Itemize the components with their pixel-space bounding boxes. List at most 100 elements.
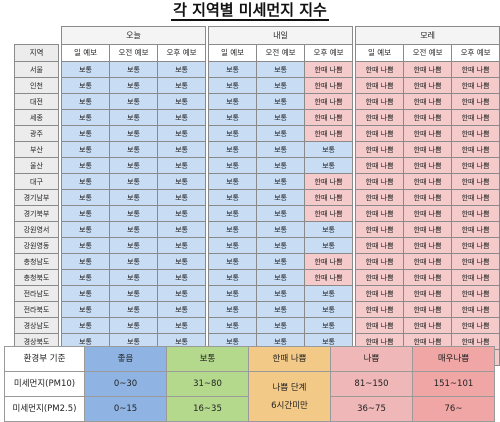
forecast-cell: 보통 bbox=[208, 285, 258, 302]
forecast-cell: 보통 bbox=[109, 253, 158, 270]
region-cell: 전라남도 bbox=[14, 285, 59, 302]
forecast-cell: 한때 나쁨 bbox=[355, 301, 405, 318]
legend-header-good: 좋음 bbox=[84, 346, 167, 372]
forecast-cell: 보통 bbox=[61, 77, 110, 94]
forecast-cell: 보통 bbox=[156, 205, 207, 222]
col-header: 오후 예보 bbox=[304, 44, 354, 62]
forecast-cell: 보통 bbox=[256, 189, 306, 206]
forecast-cell: 보통 bbox=[156, 109, 207, 126]
forecast-cell: 보통 bbox=[208, 157, 258, 174]
forecast-cell: 한때 나쁨 bbox=[355, 333, 405, 350]
forecast-cell: 보통 bbox=[109, 205, 158, 222]
forecast-cell: 한때 나쁨 bbox=[355, 269, 405, 286]
legend-sometimes-bad-line1: 나쁨 단계 bbox=[272, 382, 307, 393]
forecast-cell: 보통 bbox=[61, 141, 110, 158]
forecast-cell: 보통 bbox=[256, 253, 306, 270]
forecast-cell: 보통 bbox=[156, 173, 207, 190]
forecast-cell: 한때 나쁨 bbox=[403, 125, 453, 142]
forecast-cell: 보통 bbox=[256, 317, 306, 334]
forecast-cell: 한때 나쁨 bbox=[451, 205, 500, 222]
forecast-cell: 보통 bbox=[304, 285, 354, 302]
forecast-cell: 한때 나쁨 bbox=[451, 221, 500, 238]
table-row: 광주 보통 보통 보통 보통 보통 한때 나쁨 한때 나쁨 한때 나쁨 한때 나쁨 bbox=[14, 125, 500, 142]
group-header-day-after: 모레 bbox=[355, 26, 500, 45]
region-cell: 광주 bbox=[14, 125, 59, 142]
forecast-cell: 보통 bbox=[208, 237, 258, 254]
forecast-cell: 한때 나쁨 bbox=[403, 77, 453, 94]
forecast-cell: 보통 bbox=[208, 301, 258, 318]
region-cell: 경상북도 bbox=[14, 333, 59, 350]
forecast-cell: 보통 bbox=[156, 269, 207, 286]
forecast-cell: 보통 bbox=[156, 141, 207, 158]
forecast-cell: 한때 나쁨 bbox=[355, 285, 405, 302]
forecast-cell: 보통 bbox=[256, 125, 306, 142]
forecast-cell: 보통 bbox=[109, 125, 158, 142]
forecast-cell: 보통 bbox=[156, 285, 207, 302]
forecast-cell: 한때 나쁨 bbox=[355, 205, 405, 222]
forecast-cell: 보통 bbox=[256, 237, 306, 254]
forecast-cell: 보통 bbox=[109, 221, 158, 238]
forecast-cell: 보통 bbox=[208, 61, 258, 78]
forecast-cell: 한때 나쁨 bbox=[451, 109, 500, 126]
table-row: 전라북도 보통 보통 보통 보통 보통 보통 한때 나쁨 한때 나쁨 한때 나쁨 bbox=[14, 301, 500, 318]
legend-pm10-normal: 31~80 bbox=[166, 371, 249, 397]
forecast-cell: 보통 bbox=[208, 269, 258, 286]
forecast-cell: 보통 bbox=[156, 61, 207, 78]
table-row: 충청남도 보통 보통 보통 보통 보통 한때 나쁨 한때 나쁨 한때 나쁨 한때 나쁨 bbox=[14, 253, 500, 270]
forecast-cell: 보통 bbox=[304, 333, 354, 350]
forecast-cell: 보통 bbox=[156, 317, 207, 334]
forecast-cell: 보통 bbox=[109, 157, 158, 174]
forecast-cell: 보통 bbox=[109, 93, 158, 110]
forecast-cell: 보통 bbox=[208, 205, 258, 222]
forecast-cell: 한때 나쁨 bbox=[403, 253, 453, 270]
table-row: 전라남도 보통 보통 보통 보통 보통 보통 한때 나쁨 한때 나쁨 한때 나쁨 bbox=[14, 285, 500, 302]
forecast-cell: 보통 bbox=[109, 141, 158, 158]
forecast-cell: 보통 bbox=[208, 253, 258, 270]
forecast-cell: 보통 bbox=[61, 109, 110, 126]
forecast-cell: 보통 bbox=[208, 221, 258, 238]
region-cell: 충청남도 bbox=[14, 253, 59, 270]
forecast-cell: 한때 나쁨 bbox=[355, 189, 405, 206]
forecast-cell: 보통 bbox=[61, 317, 110, 334]
legend-header-normal: 보통 bbox=[166, 346, 249, 372]
legend-header-very-bad: 매우나쁨 bbox=[412, 346, 495, 372]
region-cell: 전라북도 bbox=[14, 301, 59, 318]
forecast-cell: 보통 bbox=[109, 237, 158, 254]
region-cell: 인천 bbox=[14, 77, 59, 94]
forecast-cell: 보통 bbox=[109, 285, 158, 302]
forecast-cell: 보통 bbox=[156, 221, 207, 238]
forecast-cell: 보통 bbox=[109, 61, 158, 78]
table-row: 강원영서 보통 보통 보통 보통 보통 보통 한때 나쁨 한때 나쁨 한때 나쁨 bbox=[14, 221, 500, 238]
forecast-cell: 보통 bbox=[61, 285, 110, 302]
forecast-cell: 보통 bbox=[256, 333, 306, 350]
forecast-cell: 한때 나쁨 bbox=[355, 173, 405, 190]
forecast-cell: 한때 나쁨 bbox=[403, 317, 453, 334]
region-cell: 강원영서 bbox=[14, 221, 59, 238]
region-cell: 서울 bbox=[14, 61, 59, 78]
table-row: 부산 보통 보통 보통 보통 보통 보통 한때 나쁨 한때 나쁨 한때 나쁨 bbox=[14, 141, 500, 158]
forecast-cell: 한때 나쁨 bbox=[403, 301, 453, 318]
standard-legend-table: 환경부 기준 좋음 보통 한때 나쁨 나쁨 매우나쁨 미세먼지(PM10) 0~… bbox=[4, 346, 495, 422]
forecast-cell: 한때 나쁨 bbox=[451, 93, 500, 110]
forecast-cell: 보통 bbox=[61, 157, 110, 174]
forecast-cell: 한때 나쁨 bbox=[355, 125, 405, 142]
forecast-cell: 보통 bbox=[61, 61, 110, 78]
forecast-cell: 보통 bbox=[256, 157, 306, 174]
forecast-cell: 한때 나쁨 bbox=[403, 205, 453, 222]
forecast-cell: 보통 bbox=[156, 189, 207, 206]
forecast-cell: 한때 나쁨 bbox=[304, 61, 354, 78]
region-cell: 세종 bbox=[14, 109, 59, 126]
forecast-cell: 보통 bbox=[156, 77, 207, 94]
col-header: 오전 예보 bbox=[256, 44, 306, 62]
forecast-cell: 보통 bbox=[304, 157, 354, 174]
legend-pm25-label: 미세먼지(PM2.5) bbox=[4, 396, 85, 422]
forecast-cell: 보통 bbox=[109, 301, 158, 318]
forecast-cell: 보통 bbox=[61, 269, 110, 286]
legend-sometimes-bad-line2: 6시간미만 bbox=[271, 400, 308, 411]
region-cell: 충청북도 bbox=[14, 269, 59, 286]
forecast-cell: 보통 bbox=[109, 269, 158, 286]
forecast-cell: 한때 나쁨 bbox=[451, 173, 500, 190]
table-row: 서울 보통 보통 보통 보통 보통 한때 나쁨 한때 나쁨 한때 나쁨 한때 나쁨 bbox=[14, 61, 500, 78]
forecast-cell: 보통 bbox=[208, 189, 258, 206]
forecast-cell: 한때 나쁨 bbox=[403, 189, 453, 206]
